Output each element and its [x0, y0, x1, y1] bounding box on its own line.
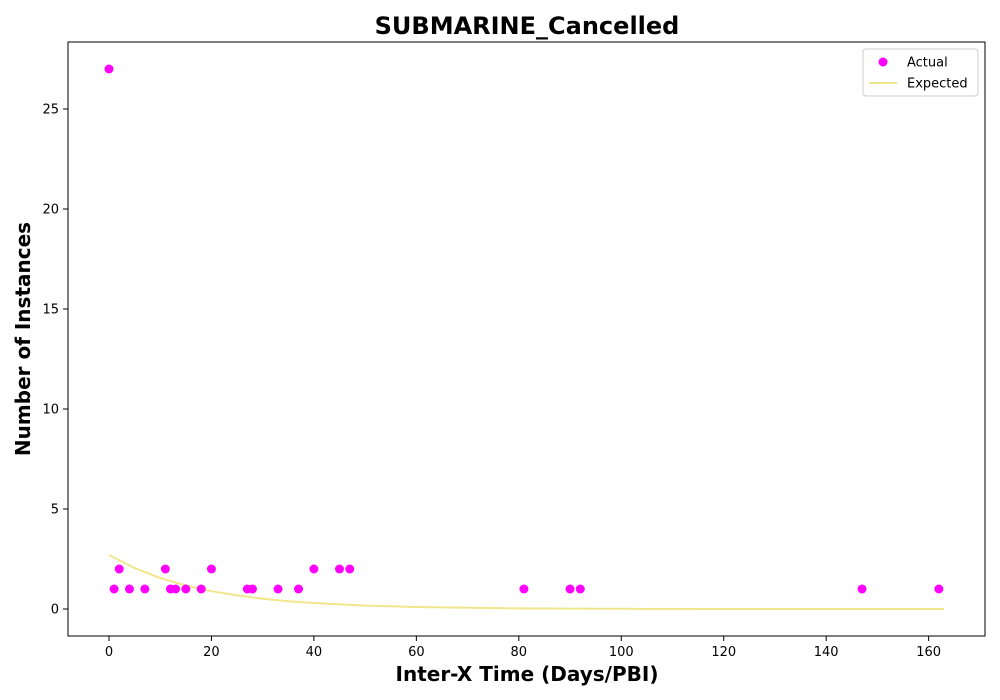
x-tick-label: 20 [203, 645, 220, 660]
actual-point [274, 585, 283, 594]
x-tick-label: 160 [916, 645, 941, 660]
legend-label: Actual [907, 56, 948, 71]
axes: 0 20 40 60 80 100 120 140 160 0 5 10 15 20 25 [42, 42, 985, 660]
actual-point [207, 565, 216, 574]
legend: Actual Expected [863, 49, 978, 96]
x-tick-label: 60 [408, 645, 425, 660]
y-tick-label: 5 [51, 503, 59, 518]
y-axis-label: Number of Instances [11, 222, 35, 456]
actual-point [345, 565, 354, 574]
actual-point [248, 585, 257, 594]
actual-point [934, 585, 943, 594]
y-tick-label: 10 [42, 403, 59, 418]
actual-point [309, 565, 318, 574]
legend-label: Expected [907, 77, 968, 92]
actual-point [335, 565, 344, 574]
legend-marker-actual [879, 58, 888, 67]
actual-point [576, 585, 585, 594]
actual-point [519, 585, 528, 594]
y-tick-label: 15 [42, 303, 59, 318]
actual-point [858, 585, 867, 594]
x-tick-label: 80 [511, 645, 528, 660]
x-tick-label: 100 [609, 645, 634, 660]
y-tick-label: 0 [51, 603, 59, 618]
actual-point [181, 585, 190, 594]
x-axis-label: Inter-X Time (Days/PBI) [396, 662, 659, 686]
x-tick-label: 0 [105, 645, 113, 660]
actual-point [104, 65, 113, 74]
actual-point [197, 585, 206, 594]
x-tick-label: 140 [814, 645, 839, 660]
x-tick-label: 40 [306, 645, 323, 660]
x-tick-label: 120 [711, 645, 736, 660]
expected-line [109, 555, 944, 609]
chart-title: SUBMARINE_Cancelled [375, 12, 680, 40]
actual-point [566, 585, 575, 594]
actual-point [171, 585, 180, 594]
actual-point [125, 585, 134, 594]
plot-area [104, 65, 944, 610]
actual-point [110, 585, 119, 594]
actual-point [161, 565, 170, 574]
plot-frame [68, 42, 985, 636]
y-tick-label: 20 [42, 203, 59, 218]
actual-point [140, 585, 149, 594]
actual-point [115, 565, 124, 574]
y-tick-label: 25 [42, 103, 59, 118]
actual-point [294, 585, 303, 594]
